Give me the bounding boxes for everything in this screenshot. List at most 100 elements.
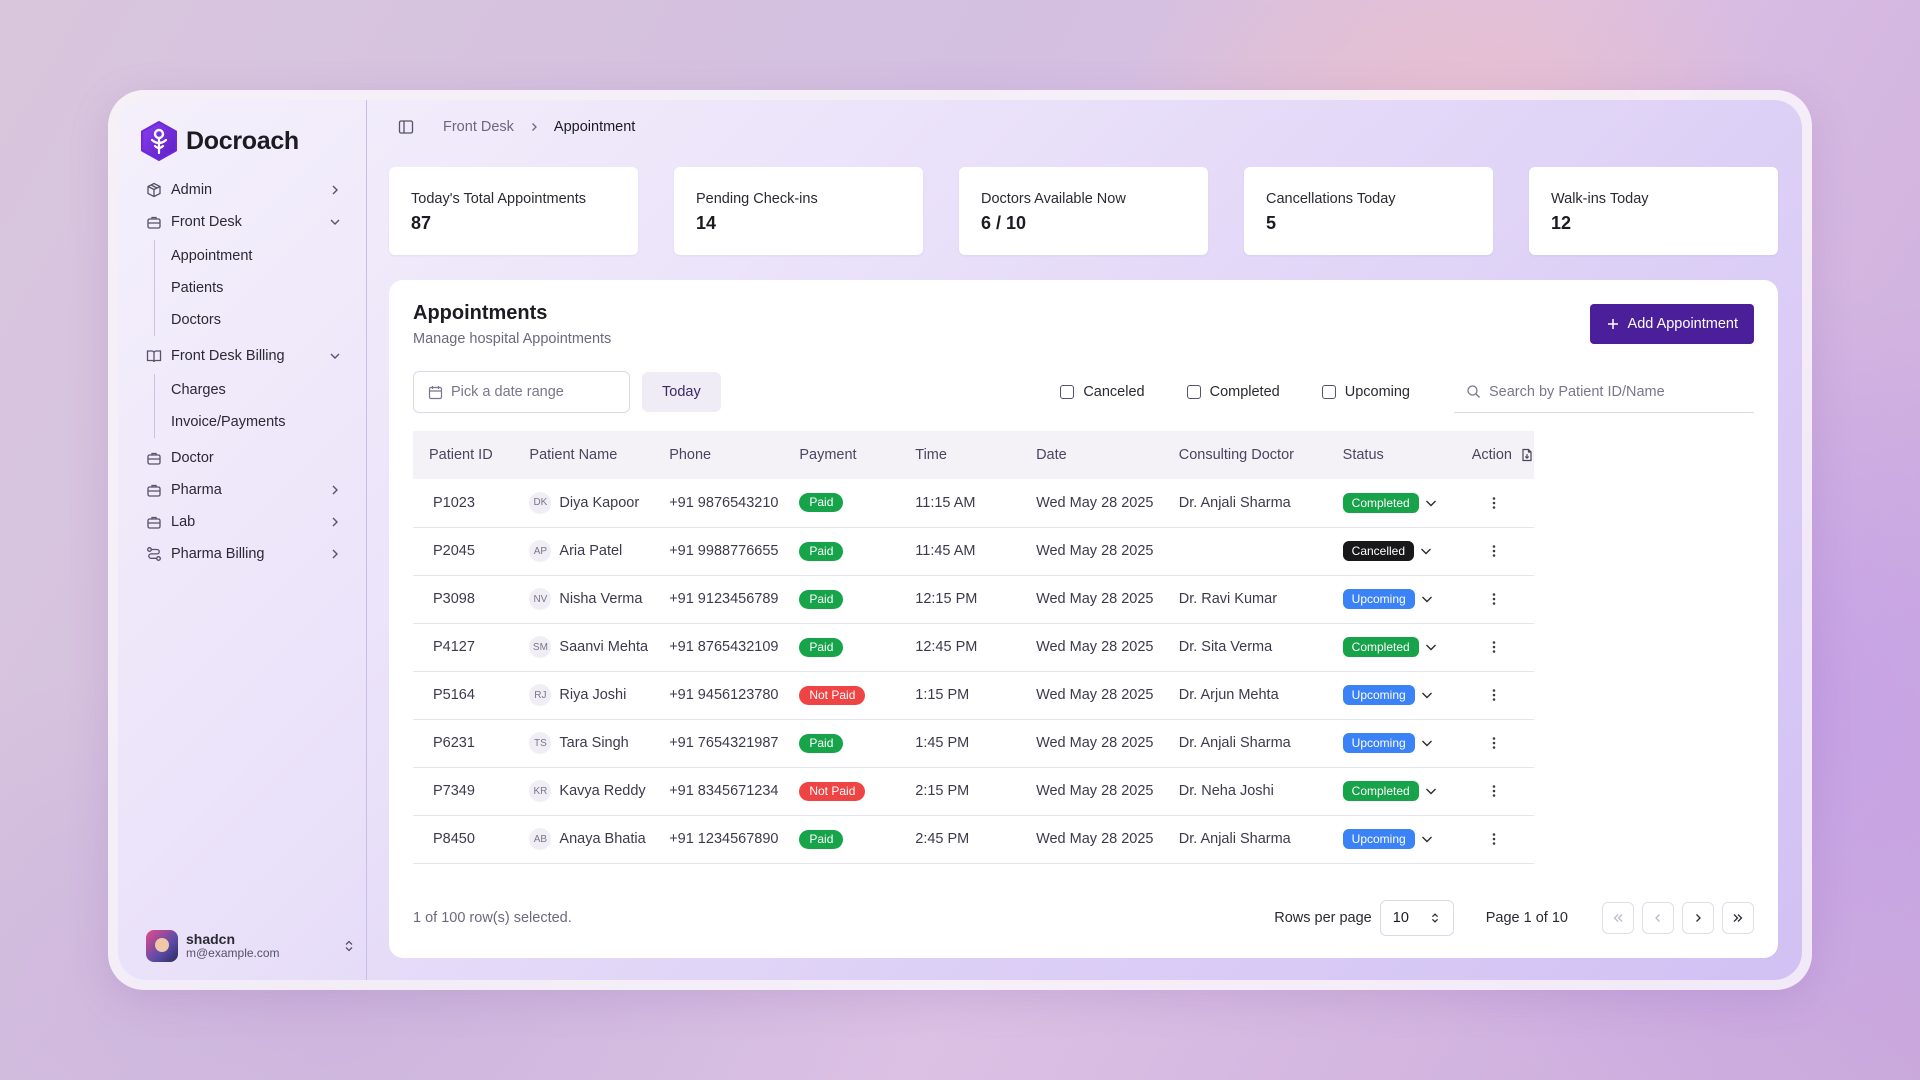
sidebar-item-pharma-billing[interactable]: Pharma Billing: [146, 538, 352, 570]
checkbox[interactable]: [1321, 385, 1336, 399]
status-badge: Upcoming: [1342, 733, 1415, 753]
search-input[interactable]: Search by Patient ID/Name: [1454, 371, 1754, 413]
today-button[interactable]: Today: [642, 372, 721, 412]
status-badge: Completed: [1342, 492, 1419, 513]
sidebar-subitem-doctors[interactable]: Doctors: [171, 312, 221, 328]
sidebar-item-front-desk[interactable]: Front Desk: [146, 206, 352, 238]
chevron-down-icon[interactable]: [1419, 735, 1435, 751]
add-appointment-button[interactable]: Add Appointment: [1589, 304, 1754, 344]
cell-doctor: Dr. Anjali Sharma: [1162, 479, 1327, 528]
sidebar-subitem-patients[interactable]: Patients: [171, 280, 224, 296]
cell-time: 11:15 AM: [899, 479, 1021, 528]
more-vertical-icon[interactable]: [1486, 543, 1502, 559]
prev-page-button[interactable]: [1642, 902, 1674, 934]
table-row[interactable]: P2045 AP Aria Patel +91 9988776655 Paid 11:45…: [413, 527, 1534, 576]
front-desk-submenu: Appointment Patients Doctors: [154, 240, 352, 336]
more-vertical-icon[interactable]: [1486, 495, 1502, 511]
sidebar-item-doctor[interactable]: Doctor: [146, 442, 352, 474]
appointments-table: Patient ID Patient Name Phone Payment Ti…: [413, 431, 1534, 864]
chevron-down-icon[interactable]: [1423, 495, 1439, 511]
cell-date: Wed May 28 2025: [1020, 767, 1163, 816]
checkbox[interactable]: [1060, 385, 1075, 399]
sidebar-subitem-invoice-payments[interactable]: Invoice/Payments: [171, 414, 286, 430]
cell-status: Cancelled: [1326, 527, 1456, 576]
table-row[interactable]: P8450 AB Anaya Bhatia +91 1234567890 Paid 2:4…: [413, 815, 1534, 864]
col-time[interactable]: Time: [915, 447, 947, 463]
cell-date: Wed May 28 2025: [1020, 527, 1163, 576]
cell-patient-name: KR Kavya Reddy: [513, 767, 654, 816]
next-page-button[interactable]: [1682, 902, 1714, 934]
cell-patient-name: AP Aria Patel: [513, 527, 654, 576]
filter-label: Upcoming: [1344, 384, 1410, 400]
chevron-down-icon[interactable]: [1418, 543, 1434, 559]
col-patient-id[interactable]: Patient ID: [429, 447, 493, 463]
cell-action: [1455, 479, 1534, 528]
sidebar-item-lab[interactable]: Lab: [146, 506, 352, 538]
file-download-icon[interactable]: [1520, 448, 1534, 462]
cell-doctor: Dr. Sita Verma: [1162, 623, 1327, 672]
chevron-down-icon[interactable]: [1419, 831, 1435, 847]
cell-status: Upcoming: [1326, 719, 1456, 768]
sidebar-item-pharma[interactable]: Pharma: [146, 474, 352, 506]
sidebar-subitem-appointment[interactable]: Appointment: [171, 248, 253, 264]
more-vertical-icon[interactable]: [1486, 735, 1502, 751]
last-page-button[interactable]: [1722, 902, 1754, 934]
col-payment[interactable]: Payment: [799, 447, 857, 463]
sidebar-item-label: Front Desk Billing: [171, 348, 285, 364]
cell-phone: +91 8345671234: [653, 767, 784, 816]
chevron-down-icon[interactable]: [1419, 591, 1435, 607]
more-vertical-icon[interactable]: [1486, 783, 1502, 799]
sidebar: Docroach Admin Front Desk Appointment Pa…: [118, 100, 367, 980]
sidebar-subitem-charges[interactable]: Charges: [171, 382, 226, 398]
sidebar-item-label: Lab: [171, 514, 196, 530]
first-page-button[interactable]: [1602, 902, 1634, 934]
user-menu[interactable]: shadcn m@example.com: [146, 926, 356, 966]
more-vertical-icon[interactable]: [1486, 591, 1502, 607]
rows-per-page-select[interactable]: 10: [1379, 900, 1454, 936]
more-vertical-icon[interactable]: [1486, 639, 1502, 655]
chevron-down-icon[interactable]: [1423, 783, 1439, 799]
status-badge: Completed: [1342, 637, 1419, 657]
cell-doctor: [1162, 527, 1327, 576]
cell-date: Wed May 28 2025: [1020, 623, 1163, 672]
status-badge: Upcoming: [1342, 685, 1415, 705]
more-vertical-icon[interactable]: [1486, 831, 1502, 847]
col-date[interactable]: Date: [1036, 447, 1067, 463]
sidebar-item-front-desk-billing[interactable]: Front Desk Billing: [146, 340, 352, 372]
payment-badge: Not Paid: [799, 685, 866, 705]
avatar: RJ: [529, 684, 552, 706]
cell-doctor: Dr. Neha Joshi: [1162, 767, 1327, 816]
cell-time: 1:15 PM: [899, 671, 1021, 720]
breadcrumb-parent[interactable]: Front Desk: [443, 119, 514, 135]
table-row[interactable]: P1023 DK Diya Kapoor +91 9876543210 Paid 11:1…: [413, 479, 1534, 528]
more-vertical-icon[interactable]: [1486, 687, 1502, 703]
filter-canceled[interactable]: Canceled: [1060, 384, 1145, 400]
filter-completed[interactable]: Completed: [1186, 384, 1280, 400]
chevron-right-icon: [328, 183, 342, 197]
sidebar-item-admin[interactable]: Admin: [146, 174, 352, 206]
sidebar-item-label: Pharma: [171, 482, 222, 498]
col-status[interactable]: Status: [1342, 447, 1384, 463]
col-consulting-doctor[interactable]: Consulting Doctor: [1178, 447, 1294, 463]
table-row[interactable]: P4127 SM Saanvi Mehta +91 8765432109 Paid 12:…: [413, 623, 1534, 672]
table-row[interactable]: P6231 TS Tara Singh +91 7654321987 Paid 1:45 …: [413, 719, 1534, 768]
stat-label: Doctors Available Now: [981, 191, 1126, 207]
table-row[interactable]: P3098 NV Nisha Verma +91 9123456789 Paid 12:1…: [413, 575, 1534, 624]
chevron-down-icon[interactable]: [1419, 687, 1435, 703]
col-phone[interactable]: Phone: [669, 447, 712, 463]
cell-doctor: Dr. Anjali Sharma: [1162, 719, 1327, 768]
chevron-down-icon[interactable]: [1423, 639, 1439, 655]
cell-date: Wed May 28 2025: [1020, 815, 1163, 864]
table-row[interactable]: P7349 KR Kavya Reddy +91 8345671234 Not Paid…: [413, 767, 1534, 816]
filter-upcoming[interactable]: Upcoming: [1321, 384, 1410, 400]
checkbox[interactable]: [1186, 385, 1201, 399]
col-patient-name[interactable]: Patient Name: [529, 447, 618, 463]
payment-badge: Paid: [799, 829, 844, 849]
cell-phone: +91 9456123780: [653, 671, 784, 720]
briefcase-icon: [146, 450, 162, 466]
cell-payment: Paid: [783, 815, 900, 864]
date-range-picker[interactable]: Pick a date range: [413, 371, 630, 413]
table-row[interactable]: P5164 RJ Riya Joshi +91 9456123780 Not Paid 1…: [413, 671, 1534, 720]
cell-status: Completed: [1326, 479, 1456, 528]
sidebar-toggle-icon[interactable]: [397, 118, 415, 136]
